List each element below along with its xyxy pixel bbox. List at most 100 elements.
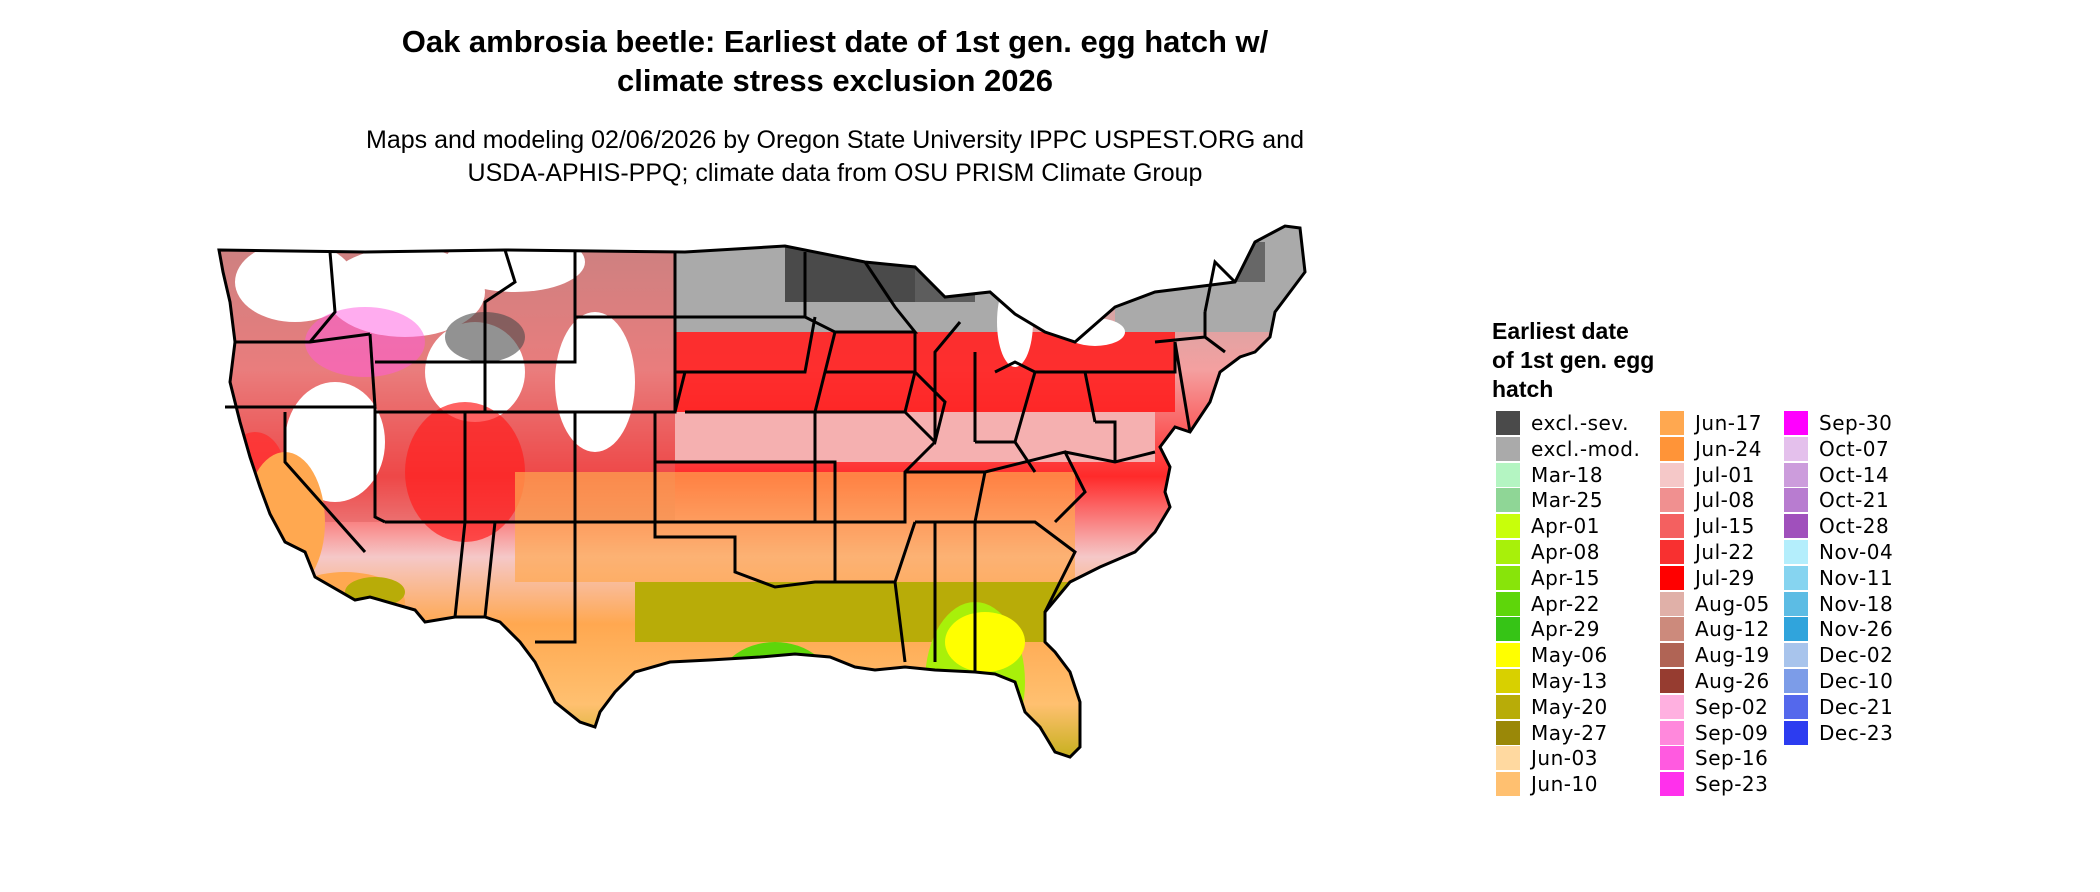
legend-item: Nov-11 [1784, 565, 1893, 591]
legend-swatch [1660, 462, 1684, 487]
legend-label: Apr-22 [1531, 591, 1600, 616]
legend-label: Aug-19 [1695, 643, 1770, 668]
legend-title-line-2: of 1st gen. egg [1492, 347, 1655, 373]
legend-item: Jun-03 [1496, 745, 1598, 771]
legend-item: Aug-05 [1660, 591, 1770, 617]
legend-item: Dec-21 [1784, 694, 1893, 720]
legend-label: Sep-16 [1695, 746, 1769, 771]
legend-swatch [1660, 565, 1684, 590]
legend-label: Jul-29 [1695, 565, 1755, 590]
legend-item: Apr-01 [1496, 513, 1600, 539]
legend-item: Sep-23 [1660, 771, 1768, 797]
legend-label: Jun-03 [1531, 746, 1598, 771]
legend-swatch [1660, 669, 1684, 693]
legend-item: Mar-18 [1496, 462, 1603, 488]
legend-item: Apr-29 [1496, 616, 1600, 642]
legend-swatch [1660, 411, 1684, 435]
legend-swatch [1496, 591, 1520, 616]
legend-item: excl.-sev. [1496, 410, 1629, 436]
legend-item: Jul-08 [1660, 487, 1755, 513]
legend-item: May-13 [1496, 668, 1608, 694]
legend-swatch [1784, 540, 1808, 564]
legend-swatch [1784, 643, 1808, 668]
legend-swatch [1660, 514, 1684, 539]
legend-swatch [1496, 565, 1520, 590]
legend-swatch [1660, 617, 1684, 642]
legend-label: May-20 [1531, 694, 1608, 719]
legend-item: Aug-26 [1660, 668, 1770, 694]
legend-label: Sep-09 [1695, 720, 1769, 745]
legend-item: Aug-12 [1660, 616, 1770, 642]
legend-label: Nov-11 [1819, 565, 1894, 590]
legend-swatch [1496, 643, 1520, 668]
legend-item: May-27 [1496, 720, 1608, 746]
legend-item: excl.-mod. [1496, 436, 1640, 462]
legend-label: Oct-28 [1819, 514, 1890, 539]
legend-item: Jun-24 [1660, 436, 1762, 462]
legend-swatch [1660, 720, 1684, 745]
legend-item: Oct-28 [1784, 513, 1889, 539]
legend-swatch [1496, 746, 1520, 771]
legend-label: Apr-08 [1531, 540, 1600, 564]
legend-label: Aug-26 [1695, 669, 1770, 693]
legend-label: May-06 [1531, 643, 1608, 668]
legend-label: Dec-10 [1819, 669, 1894, 693]
legend-item: Aug-19 [1660, 642, 1770, 668]
legend-item: Nov-18 [1784, 591, 1893, 617]
legend-label: Mar-25 [1531, 488, 1604, 513]
legend-label: Jun-17 [1695, 411, 1762, 435]
legend-swatch [1660, 746, 1684, 771]
legend-swatch [1660, 591, 1684, 616]
legend-label: Jun-10 [1531, 772, 1598, 797]
map-title: Oak ambrosia beetle: Earliest date of 1s… [250, 22, 1420, 100]
legend-item: Sep-16 [1660, 745, 1768, 771]
state-boundaries [217, 224, 1307, 759]
legend-swatch [1496, 720, 1520, 745]
legend-label: Dec-02 [1819, 643, 1894, 668]
legend-item: Jun-17 [1660, 410, 1762, 436]
legend-item: Apr-08 [1496, 539, 1600, 565]
legend-swatch [1496, 462, 1520, 487]
legend-label: excl.-sev. [1531, 411, 1629, 435]
legend-label: Jul-22 [1695, 540, 1755, 564]
legend-swatch [1496, 540, 1520, 564]
legend-item: Dec-02 [1784, 642, 1893, 668]
legend-item: Sep-09 [1660, 720, 1768, 746]
subtitle-line-1: Maps and modeling 02/06/2026 by Oregon S… [366, 126, 1304, 154]
subtitle-line-2: USDA-APHIS-PPQ; climate data from OSU PR… [467, 159, 1203, 187]
legend-title-line-3: hatch [1492, 376, 1554, 402]
legend-swatch [1496, 514, 1520, 539]
legend-label: Oct-14 [1819, 462, 1890, 487]
legend-title-line-1: Earliest date [1492, 318, 1629, 344]
legend-item: Oct-21 [1784, 487, 1889, 513]
legend-swatch [1496, 411, 1520, 435]
legend-label: Mar-18 [1531, 462, 1604, 487]
legend-item: May-06 [1496, 642, 1608, 668]
legend-swatch [1496, 617, 1520, 642]
legend-swatch [1496, 772, 1520, 797]
legend-label: Aug-05 [1695, 591, 1770, 616]
legend-item: Jul-29 [1660, 565, 1755, 591]
legend-swatch [1784, 617, 1808, 642]
legend-item: May-20 [1496, 694, 1608, 720]
legend-label: Aug-12 [1695, 617, 1770, 642]
legend-label: May-27 [1531, 720, 1608, 745]
title-line-1: Oak ambrosia beetle: Earliest date of 1s… [401, 24, 1269, 59]
legend-swatch [1496, 669, 1520, 693]
legend-label: Apr-15 [1531, 565, 1600, 590]
legend-item: Dec-23 [1784, 720, 1893, 746]
legend-title: Earliest date of 1st gen. egg hatch [1492, 317, 1654, 404]
legend-swatch [1784, 694, 1808, 719]
legend-label: May-13 [1531, 669, 1608, 693]
legend-swatch [1784, 436, 1808, 461]
legend-item: Nov-04 [1784, 539, 1893, 565]
legend-swatch [1784, 462, 1808, 487]
legend-swatch [1660, 540, 1684, 564]
legend-label: Apr-29 [1531, 617, 1600, 642]
legend-swatch [1784, 591, 1808, 616]
legend-swatch [1784, 488, 1808, 513]
legend-item: Oct-14 [1784, 462, 1889, 488]
legend-label: Nov-18 [1819, 591, 1894, 616]
legend-item: Jul-15 [1660, 513, 1755, 539]
legend-swatch [1496, 436, 1520, 461]
